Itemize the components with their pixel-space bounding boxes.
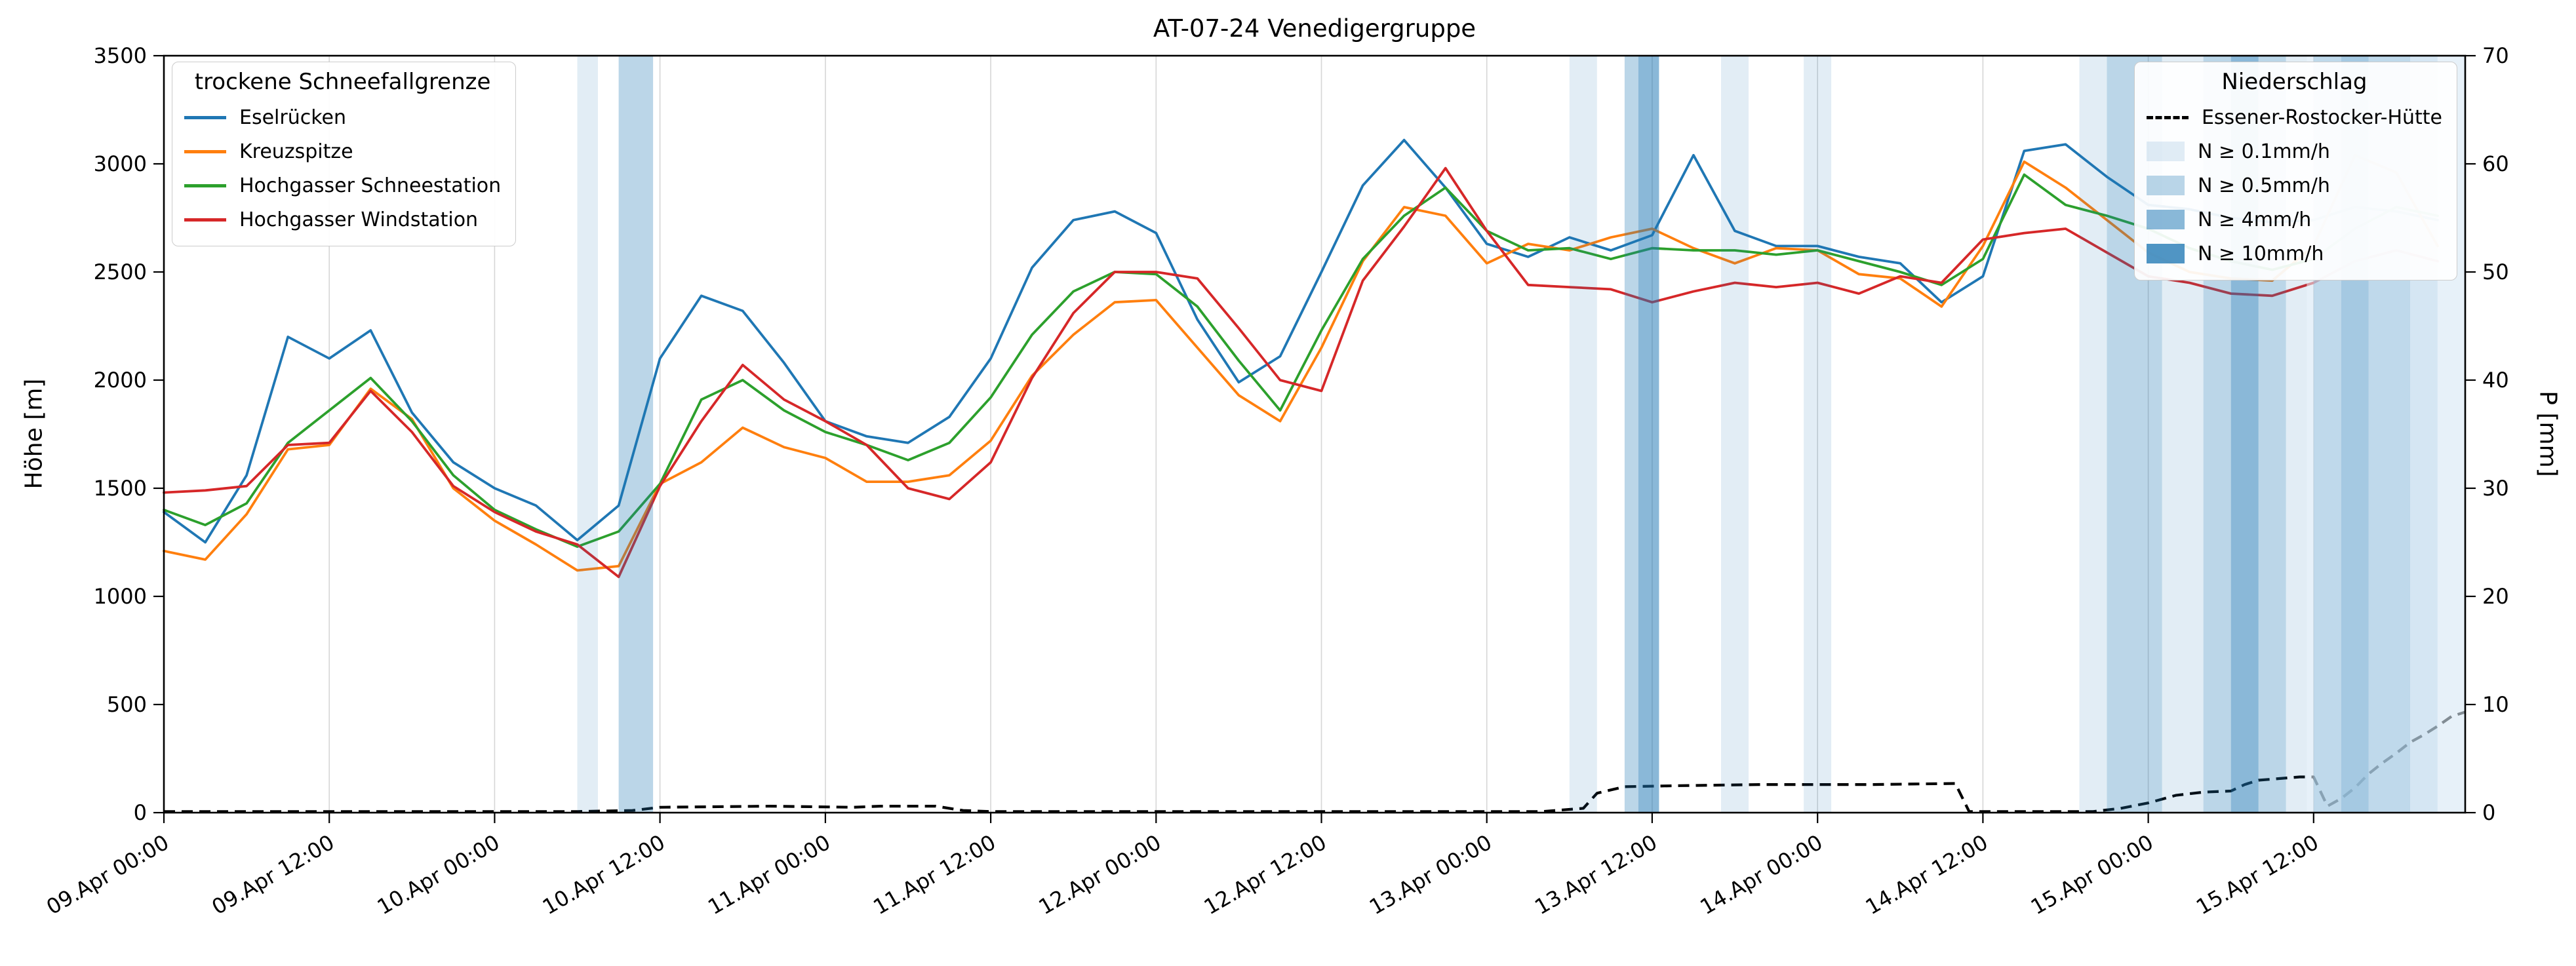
precip-band: [1569, 56, 1597, 813]
y-tick-left-label: 2000: [94, 368, 147, 393]
legend-item-label: N ≥ 4mm/h: [2197, 208, 2312, 231]
y-tick-left-label: 500: [107, 692, 147, 717]
band-swatch-10: [2146, 244, 2185, 263]
plot-frame: [163, 54, 2467, 814]
y-tick-left-label: 2500: [94, 260, 147, 284]
precip-band: [618, 56, 654, 813]
y-tick-left-label: 3000: [94, 151, 147, 176]
legend-precipitation: Niederschlag Essener-Rostocker-Hütte N ≥…: [2133, 62, 2457, 280]
y-tick-right-label: 40: [2482, 368, 2509, 393]
legend-item-kreuzspitze: Kreuzspitze: [184, 134, 501, 168]
chart-title: AT-07-24 Venedigergruppe: [1153, 14, 1476, 43]
x-tick-label: 10.Apr 00:00: [373, 830, 504, 919]
x-tick-label: 13.Apr 00:00: [1365, 830, 1496, 919]
dashed-line-swatch: [2146, 115, 2189, 119]
band-swatch-0p1: [2146, 142, 2185, 161]
legend-item-band-4: N ≥ 4mm/h: [2146, 203, 2442, 237]
x-tick-label: 15.Apr 12:00: [2192, 830, 2323, 919]
y-tick-right-label: 50: [2482, 260, 2509, 284]
legend-item-band-10: N ≥ 10mm/h: [2146, 237, 2442, 271]
precip-band: [577, 56, 598, 813]
legend-item-label: N ≥ 0.1mm/h: [2197, 140, 2330, 163]
precip-band: [1721, 56, 1749, 813]
series-line: [163, 138, 2439, 544]
eselruecken-line-swatch: [184, 115, 226, 119]
legend-item-hochgasser-schneestation: Hochgasser Schneestation: [184, 168, 501, 203]
x-tick-label: 12.Apr 12:00: [1200, 830, 1331, 919]
legend-item-essener-rostocker-huette: Essener-Rostocker-Hütte: [2146, 100, 2442, 134]
y-tick-right-label: 10: [2482, 692, 2509, 717]
precip-band: [1638, 56, 1659, 813]
y-tick-right-label: 70: [2482, 43, 2509, 68]
y-tick-left-label: 3500: [94, 43, 147, 68]
x-tick-label: 12.Apr 00:00: [1035, 830, 1166, 919]
legend-item-label: Hochgasser Windstation: [239, 208, 479, 231]
legend-item-label: Eselrücken: [239, 106, 346, 129]
precip-band: [1804, 56, 1832, 813]
y-tick-right-label: 20: [2482, 584, 2509, 609]
y-axis-left-label: Höhe [m]: [20, 378, 48, 490]
hochgasser-windstation-line-swatch: [184, 218, 226, 222]
x-tick-label: 15.Apr 00:00: [2027, 830, 2158, 919]
x-tick-label: 11.Apr 00:00: [703, 830, 835, 919]
legend-item-band-0p1: N ≥ 0.1mm/h: [2146, 134, 2442, 168]
y-tick-right-label: 0: [2482, 800, 2495, 825]
series-line: [163, 173, 2439, 548]
legend-item-hochgasser-windstation: Hochgasser Windstation: [184, 203, 501, 237]
x-tick-label: 14.Apr 00:00: [1696, 830, 1827, 919]
legend-item-label: N ≥ 0.5mm/h: [2197, 174, 2330, 197]
x-tick-label: 10.Apr 12:00: [538, 830, 669, 919]
band-swatch-0p5: [2146, 176, 2185, 195]
x-tick-label: 13.Apr 12:00: [1530, 830, 1661, 919]
y-tick-left-label: 1500: [94, 476, 147, 501]
y-tick-left-label: 1000: [94, 584, 147, 609]
legend-item-label: N ≥ 10mm/h: [2197, 242, 2324, 265]
y-tick-right-label: 60: [2482, 151, 2509, 176]
x-tick-label: 11.Apr 12:00: [869, 830, 1000, 919]
legend-item-label: Essener-Rostocker-Hütte: [2201, 106, 2442, 129]
band-swatch-4: [2146, 210, 2185, 229]
legend-item-label: Kreuzspitze: [239, 140, 353, 163]
y-tick-left-label: 0: [134, 800, 147, 825]
hochgasser-schneestation-line-swatch: [184, 184, 226, 187]
legend-precipitation-title: Niederschlag: [2221, 69, 2368, 95]
kreuzspitze-line-swatch: [184, 149, 226, 153]
legend-item-eselruecken: Eselrücken: [184, 100, 501, 134]
x-tick-label: 14.Apr 12:00: [1861, 830, 1992, 919]
precip-band: [1624, 56, 1638, 813]
y-axis-right-label: P [mm]: [2534, 391, 2562, 477]
x-tick-label: 09.Apr 12:00: [208, 830, 339, 919]
legend-snowline: trockene Schneefallgrenze Eselrücken Kre…: [172, 62, 517, 246]
y-tick-right-label: 30: [2482, 476, 2509, 501]
legend-snowline-title: trockene Schneefallgrenze: [194, 69, 491, 95]
x-tick-label: 09.Apr 00:00: [42, 830, 173, 919]
precip-band: [2079, 56, 2107, 813]
legend-item-band-0p5: N ≥ 0.5mm/h: [2146, 168, 2442, 203]
series-line: [163, 166, 2439, 579]
legend-item-label: Hochgasser Schneestation: [239, 174, 502, 197]
